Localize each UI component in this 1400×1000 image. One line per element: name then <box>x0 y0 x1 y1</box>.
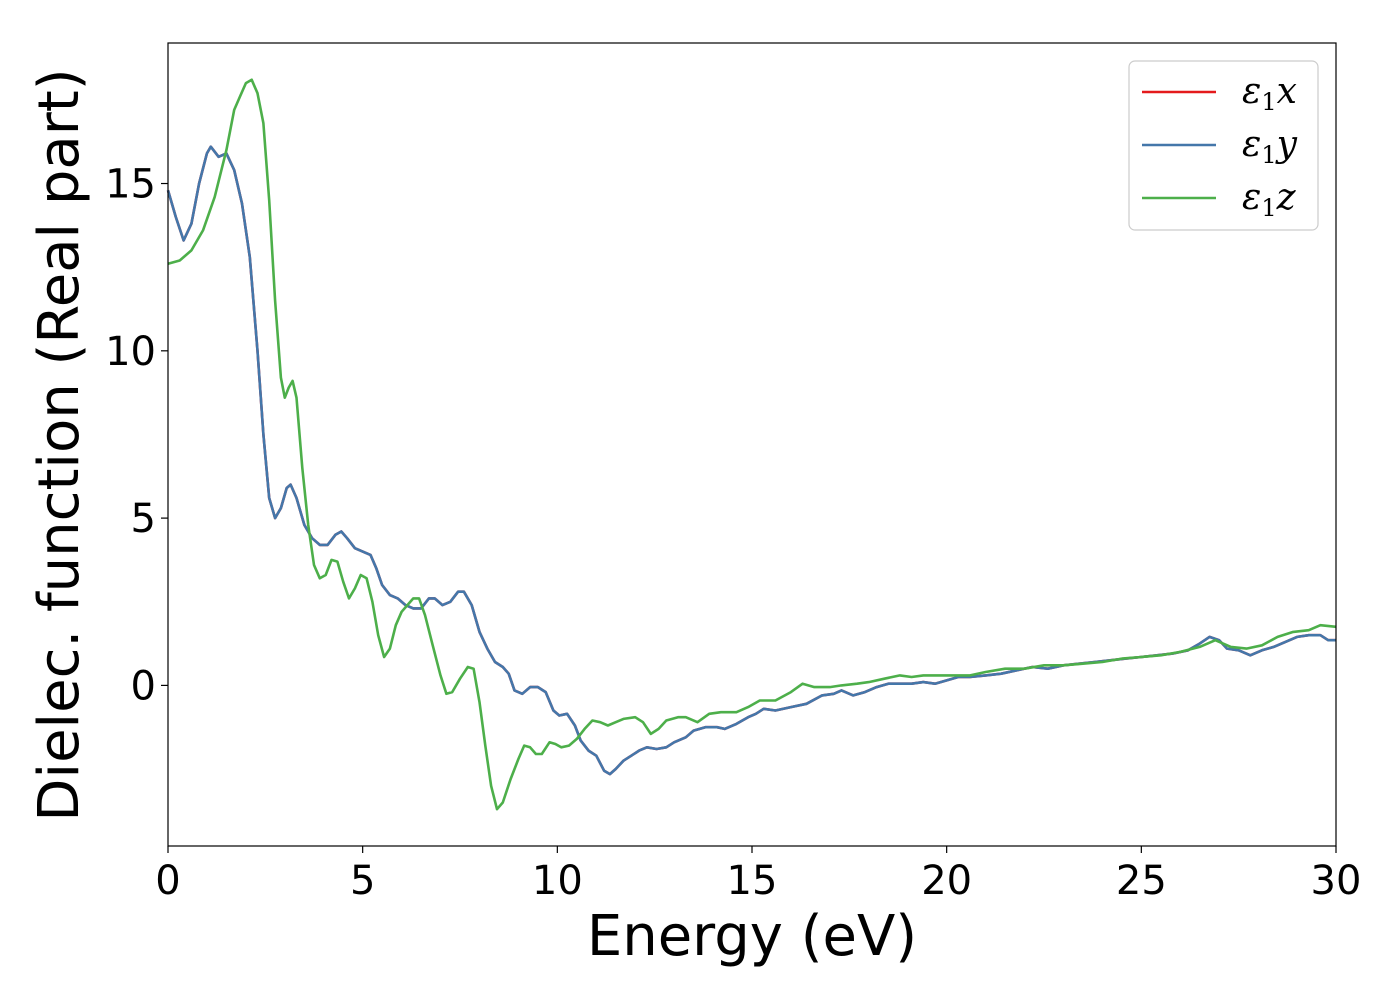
y-tick-label: 10 <box>105 329 156 375</box>
series-line-2 <box>167 78 1337 811</box>
series-layer <box>166 78 1337 811</box>
legend-box <box>1128 60 1319 231</box>
ticks-layer: 0 5 10 15 20 25 30 0 5 10 15 <box>105 162 1361 904</box>
y-axis-title: Dielec. function (Real part) <box>27 68 92 821</box>
y-tick-label: 0 <box>131 663 156 709</box>
legend-label-2: ε1z <box>1242 177 1297 222</box>
legend-label-0: ε1x <box>1242 71 1297 116</box>
x-tick-label: 20 <box>921 858 972 904</box>
x-tick-label: 10 <box>532 858 583 904</box>
x-tick-label: 5 <box>350 858 375 904</box>
x-tick-label: 15 <box>727 858 778 904</box>
x-tick-label: 30 <box>1311 858 1362 904</box>
x-axis-title: Energy (eV) <box>587 904 917 969</box>
y-tick-label: 5 <box>131 496 156 542</box>
legend: ε1x ε1y ε1z <box>1128 60 1319 231</box>
y-tick-label: 15 <box>105 162 156 208</box>
x-tick-label: 0 <box>155 858 180 904</box>
legend-label-1: ε1y <box>1242 124 1298 169</box>
x-tick-label: 25 <box>1116 858 1167 904</box>
